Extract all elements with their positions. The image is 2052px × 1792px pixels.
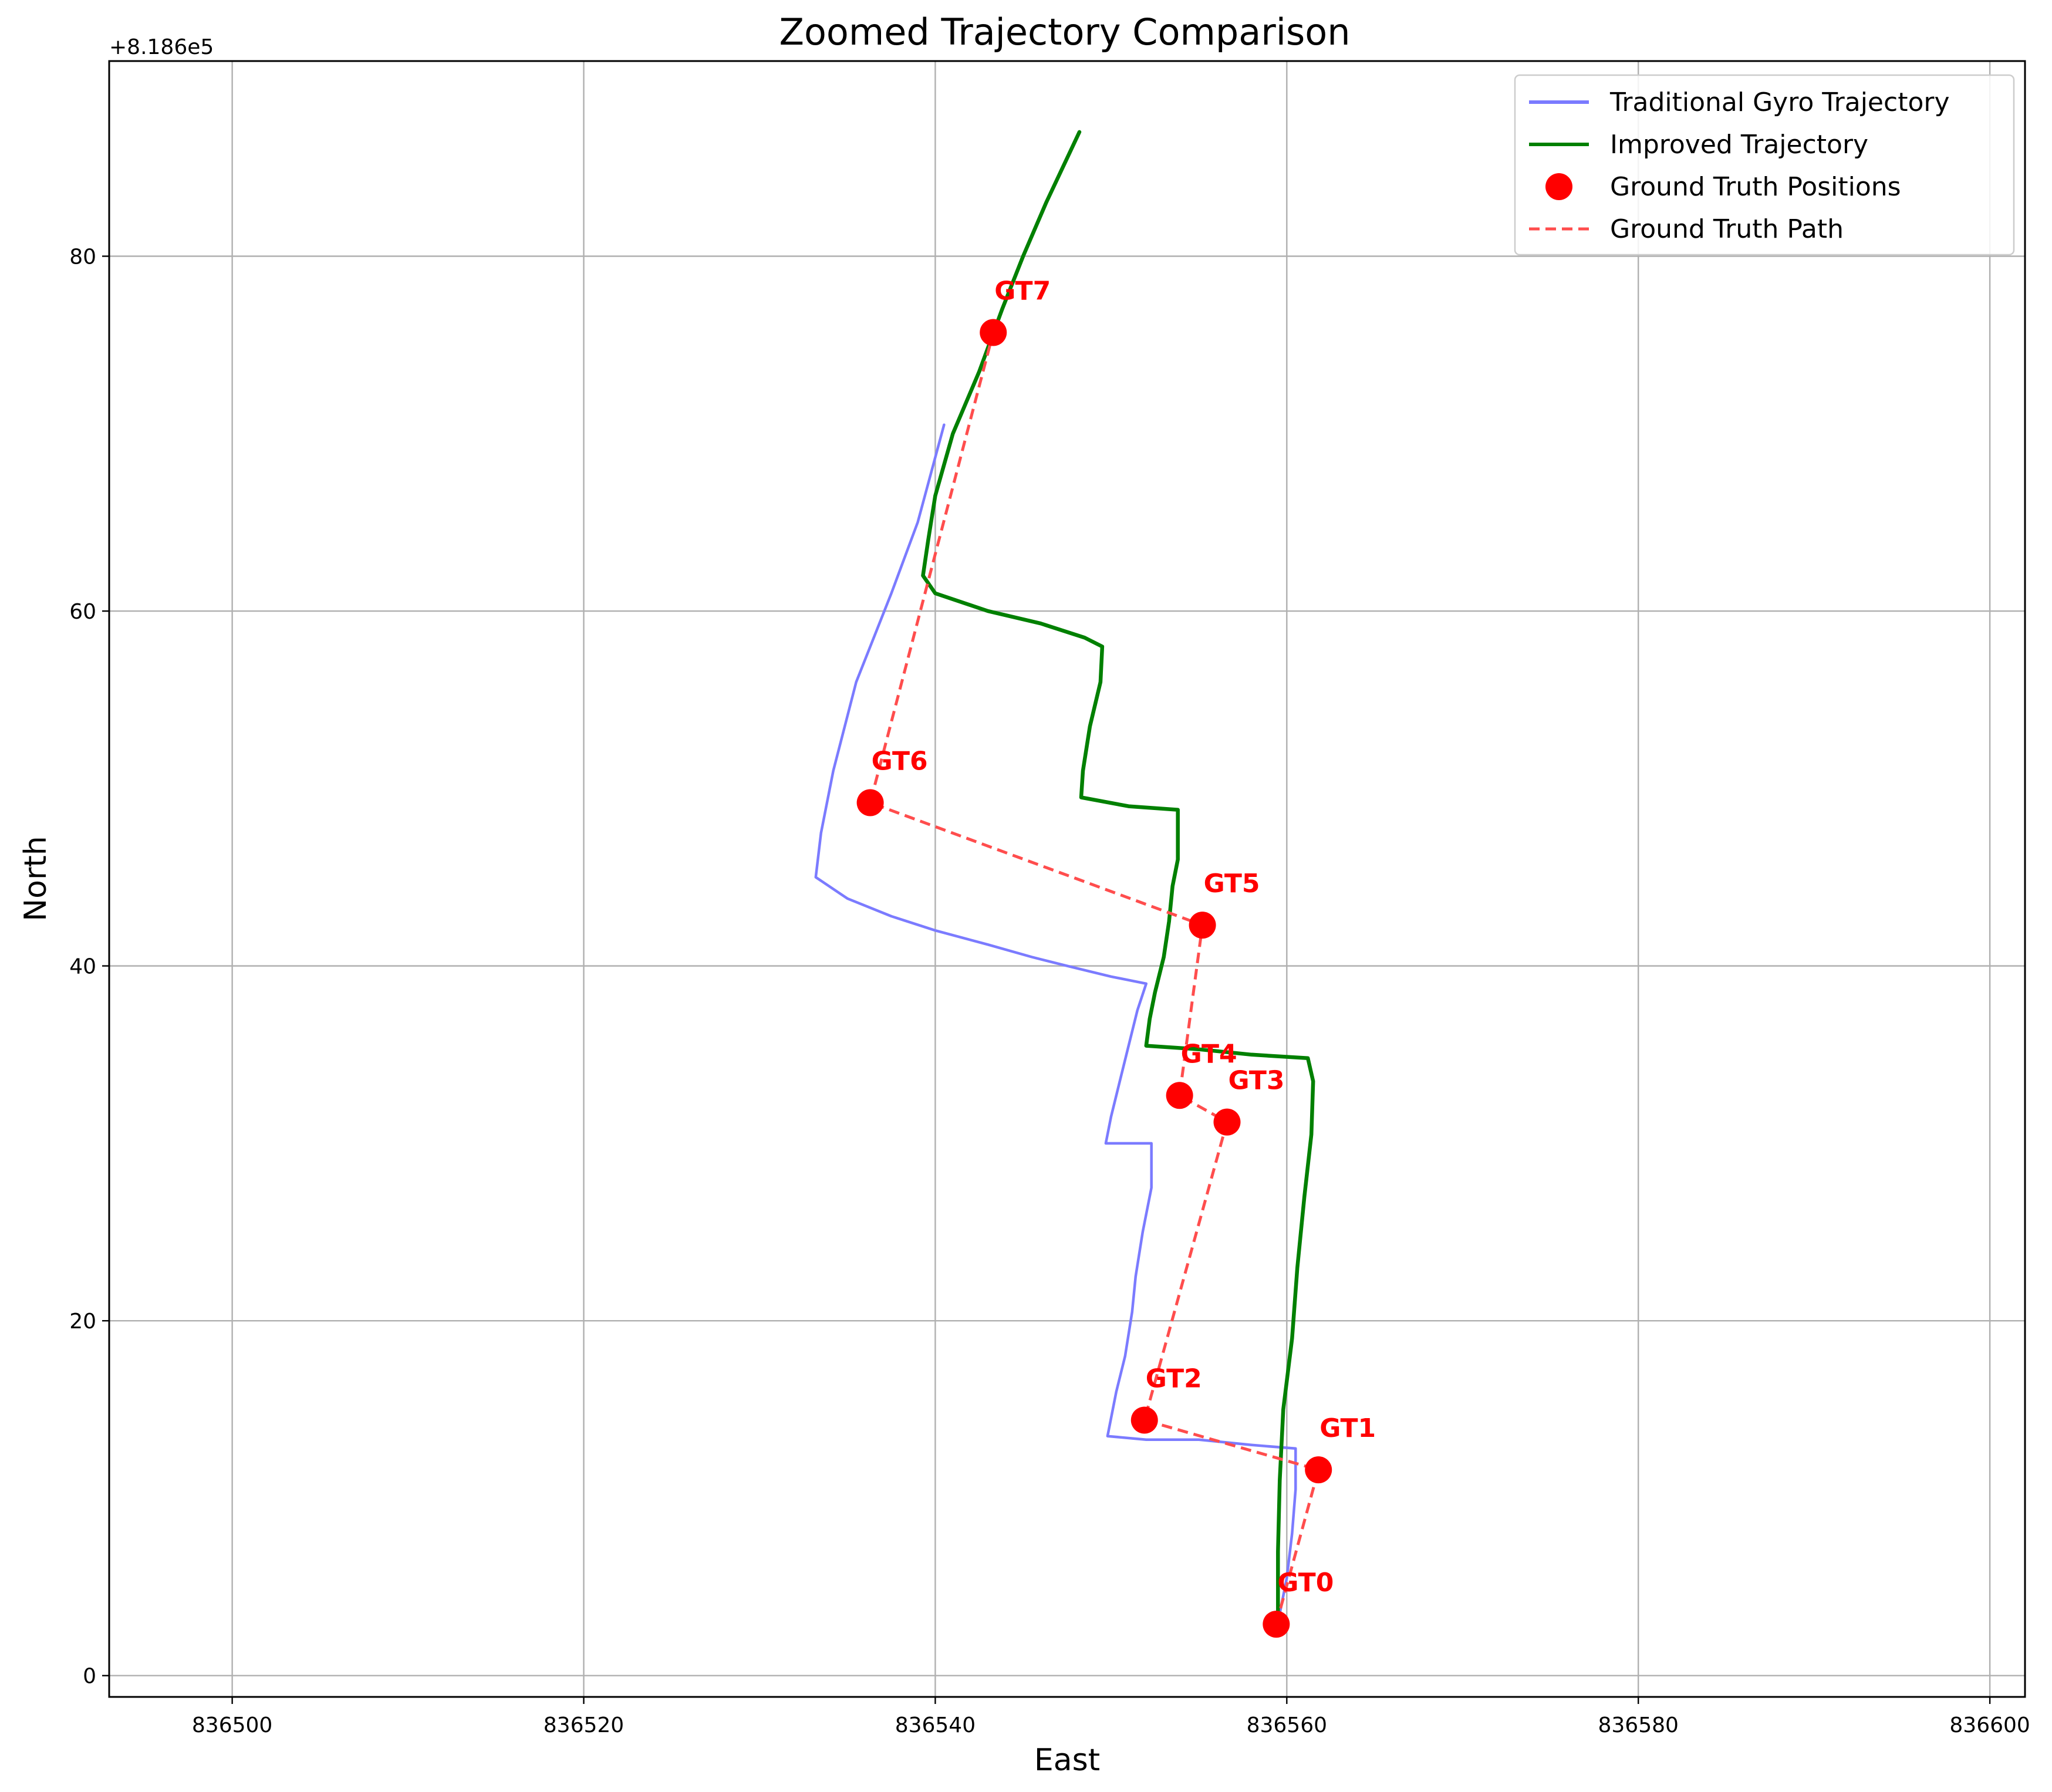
ground-truth-marker: [856, 789, 884, 816]
ground-truth-label: GT3: [1228, 1066, 1284, 1096]
ground-truth-label: GT0: [1277, 1568, 1334, 1598]
x-axis-label: East: [1034, 1743, 1100, 1778]
x-tick-label: 836560: [1247, 1713, 1327, 1737]
tick-layer: 836500 836520 836540 836560 836580 836600 0 20 4…: [69, 245, 2030, 1737]
ground-truth-marker: [980, 319, 1007, 346]
y-tick-label: 40: [69, 955, 96, 979]
ground-truth-marker: [1305, 1456, 1332, 1484]
x-tick-label: 836520: [544, 1713, 624, 1737]
ground-truth-label: GT4: [1181, 1039, 1237, 1069]
ground-truth-label: GT7: [994, 276, 1051, 306]
legend-label: Improved Trajectory: [1610, 130, 1868, 160]
ground-truth-label: GT6: [872, 747, 928, 777]
legend: Traditional Gyro Trajectory Improved Traj…: [1514, 74, 2015, 256]
x-tick-label: 836500: [192, 1713, 272, 1737]
series-layer: [814, 130, 1320, 1625]
ground-truth-path-line: [869, 332, 1320, 1625]
ground-truth-label: GT2: [1146, 1364, 1202, 1393]
x-tick-label: 836580: [1598, 1713, 1678, 1737]
legend-label: Traditional Gyro Trajectory: [1609, 87, 1950, 117]
y-offset-label: +8.186e5: [109, 35, 214, 59]
plot-frame: [108, 60, 2026, 1698]
ground-truth-label: GT1: [1319, 1413, 1376, 1443]
chart-title: Zoomed Trajectory Comparison: [779, 11, 1351, 53]
y-tick-label: 60: [69, 600, 96, 624]
x-tick-label: 836540: [895, 1713, 976, 1737]
legend-label: Ground Truth Path: [1610, 214, 1844, 244]
ground-truth-marker: [1213, 1108, 1241, 1136]
ground-truth-marker: [1130, 1406, 1158, 1434]
y-axis-label: North: [18, 836, 53, 921]
y-tick-label: 80: [69, 245, 96, 269]
y-tick-label: 0: [83, 1665, 96, 1689]
ground-truth-marker: [1189, 912, 1216, 939]
legend-marker-swatch: [1545, 173, 1572, 200]
gyro-trajectory-line: [814, 423, 1297, 1624]
improved-trajectory-line: [921, 130, 1315, 1625]
legend-label: Ground Truth Positions: [1610, 172, 1901, 202]
legend-frame: [1514, 74, 2015, 256]
ground-truth-marker: [1166, 1082, 1193, 1109]
ground-truth-label: GT5: [1204, 869, 1260, 899]
ground-truth-marker: [1263, 1611, 1290, 1638]
y-tick-label: 20: [69, 1310, 96, 1334]
x-tick-label: 836600: [1949, 1713, 2030, 1737]
